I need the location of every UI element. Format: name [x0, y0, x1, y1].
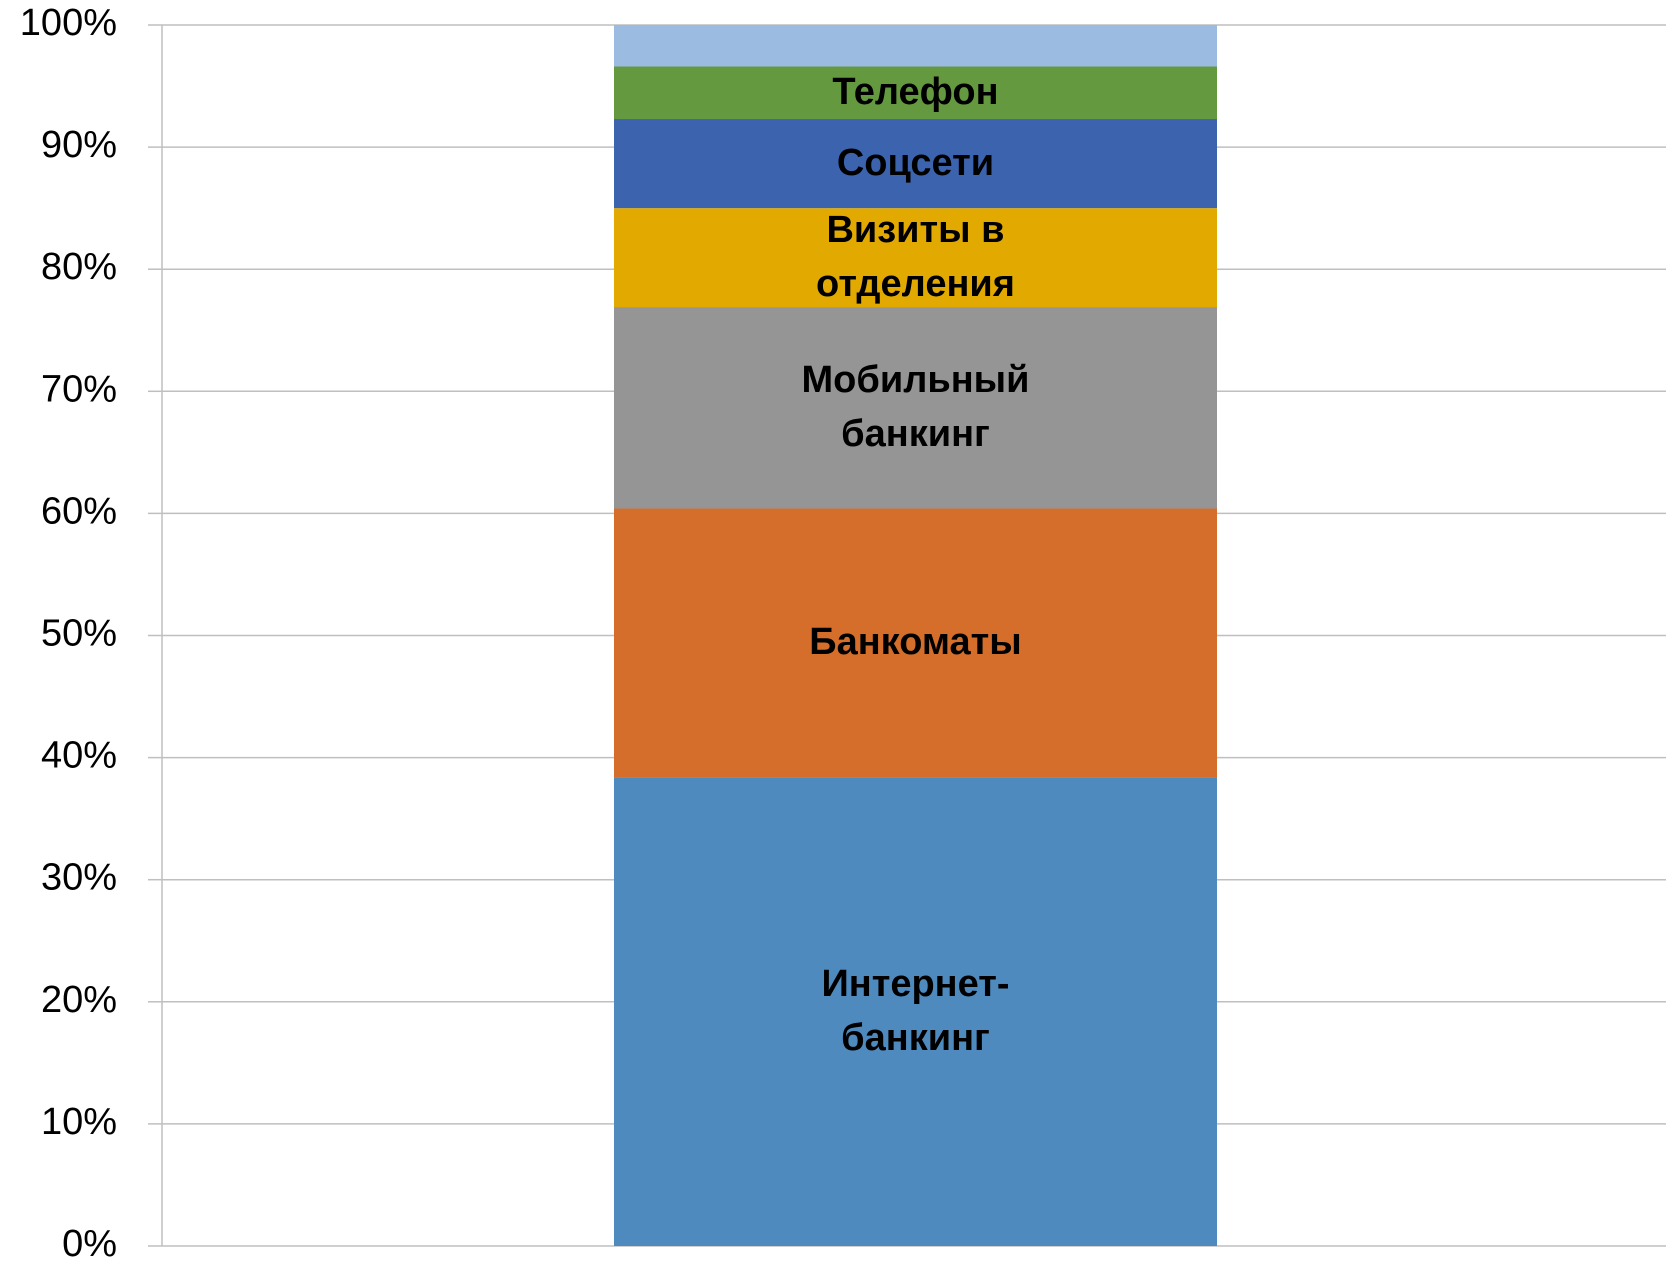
y-tick-label: 70% — [41, 368, 117, 410]
segment-label: Интернет-банкинг — [821, 962, 1010, 1059]
y-tick-label: 10% — [41, 1101, 117, 1143]
bar-segment — [614, 307, 1217, 509]
bar-segment — [614, 508, 1217, 778]
segment-label: Визиты в отделения — [816, 208, 1015, 305]
segment-label: Телефон — [832, 70, 999, 113]
y-tick-label: 0% — [62, 1223, 117, 1265]
y-tick-label: 50% — [41, 613, 117, 655]
y-tick-label: 100% — [20, 2, 117, 44]
y-tick-label: 60% — [41, 490, 117, 532]
segment-label: Банкоматы — [809, 620, 1022, 663]
bar-segment — [614, 208, 1217, 308]
y-tick-label: 20% — [41, 979, 117, 1021]
bar-segment — [614, 777, 1217, 1246]
segment-label: Мобильный банкинг — [801, 358, 1030, 455]
bar-segment — [614, 25, 1217, 67]
bar-segment — [614, 119, 1217, 209]
y-tick-label: 80% — [41, 246, 117, 288]
y-tick-label: 30% — [41, 857, 117, 899]
y-tick-label: 40% — [41, 735, 117, 777]
y-tick-label: 90% — [41, 124, 117, 166]
bar-segment — [614, 66, 1217, 120]
segment-label: Соцсети — [836, 141, 995, 184]
